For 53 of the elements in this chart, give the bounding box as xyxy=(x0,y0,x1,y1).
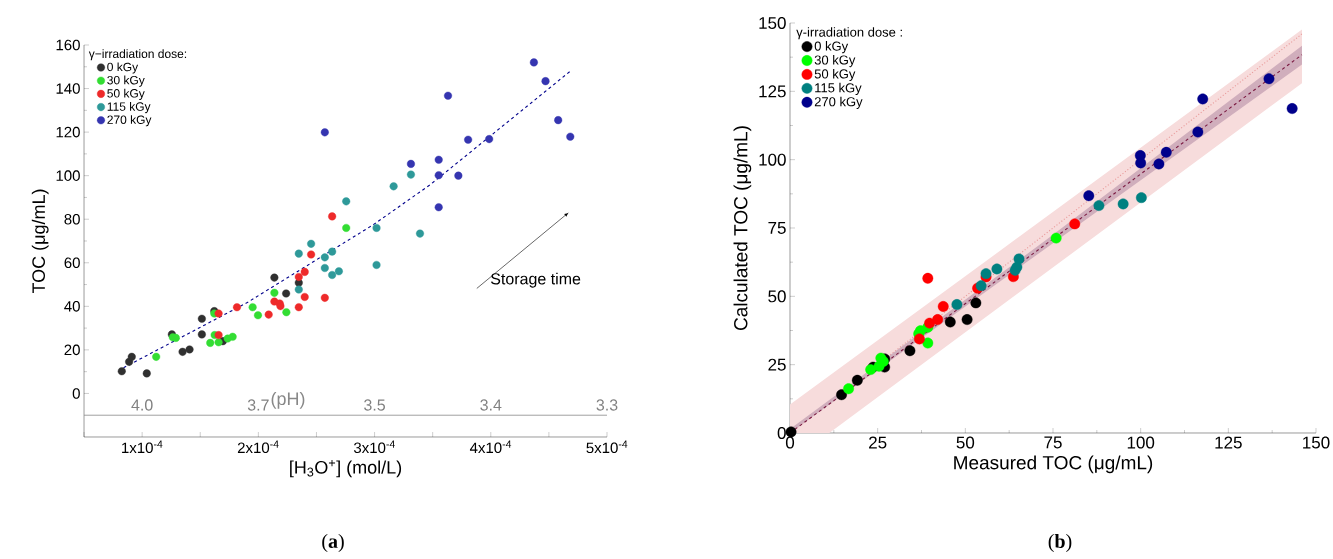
y-tick-label: 160 xyxy=(56,39,80,51)
text: (b) xyxy=(1048,533,1072,553)
y-axis-title: Calculated TOC (μg/mL) xyxy=(733,126,752,331)
legend-label: 270 kGy xyxy=(814,96,863,109)
annotation: 3.7 xyxy=(247,399,269,411)
y-tick-label: 0 xyxy=(777,426,786,440)
x-tick-label: 4x10$^{-4}$ xyxy=(469,440,512,454)
annotation: 3.4 xyxy=(480,399,502,411)
y-tick-label: 80 xyxy=(64,213,80,225)
x-tick-label: 125 xyxy=(1215,436,1242,449)
x-tick-label: 3x10$^{-4}$ xyxy=(353,440,395,454)
y-tick-label: 20 xyxy=(64,344,80,356)
x-tick-label: 1x10$^{-4}$ xyxy=(122,440,163,454)
y-tick-label: 140 xyxy=(56,83,80,94)
x-axis-title: Measured TOC (μg/mL) xyxy=(954,455,1153,474)
y-tick-label: 100 xyxy=(759,153,786,166)
annotation: 3.5 xyxy=(364,399,386,411)
y-tick-label: 25 xyxy=(768,358,786,371)
x-tick-label: 50 xyxy=(956,436,975,449)
legend-title: γ-irradiation dose : xyxy=(796,27,902,40)
legend-label: 115 kGy xyxy=(815,82,862,95)
annotation: Storage time xyxy=(490,272,581,288)
legend-title: γ−irradiation dose: xyxy=(88,49,187,61)
y-tick-label: 150 xyxy=(759,16,786,30)
x-tick-label: 75 xyxy=(1044,436,1062,449)
y-tick-label: 40 xyxy=(64,301,80,312)
legend-label: 0 kGy xyxy=(814,41,849,54)
y-tick-label: 50 xyxy=(768,290,786,303)
annotation: 4.0 xyxy=(131,399,153,411)
legend-label: 30 kGy xyxy=(107,75,145,87)
x-tick-label: 25 xyxy=(869,436,887,449)
legend-label: 270 kGy xyxy=(107,115,152,127)
y-tick-label: 125 xyxy=(759,85,786,98)
x-tick-label: 100 xyxy=(1127,436,1155,449)
y-tick-label: 120 xyxy=(56,126,80,138)
y-tick-label: 0 xyxy=(72,388,80,399)
legend-label: 0 kGy xyxy=(107,62,139,74)
y-axis-title: TOC (μg/mL) xyxy=(31,189,49,294)
y-tick-label: 60 xyxy=(64,257,80,269)
x-tick-label: 2x10$^{-4}$ xyxy=(237,440,279,454)
ref-line-label: (pH) xyxy=(271,391,305,409)
y-tick-label: 100 xyxy=(56,170,80,181)
x-tick-label: 150 xyxy=(1303,436,1330,449)
legend-label: 50 kGy xyxy=(814,68,856,82)
y-tick-label: 75 xyxy=(768,222,786,234)
legend-label: 30 kGy xyxy=(814,55,856,68)
x-axis-title: [H$_{3}$O$^{+}$] (mol/L) xyxy=(290,460,402,478)
legend-label: 115 kGy xyxy=(107,101,151,114)
x-tick-label: 0 xyxy=(785,436,795,449)
legend-label: 50 kGy xyxy=(107,88,145,100)
x-tick-label: 5x10$^{-4}$ xyxy=(586,440,628,454)
annotation: 3.3 xyxy=(596,399,618,411)
text: (a) xyxy=(322,533,344,553)
